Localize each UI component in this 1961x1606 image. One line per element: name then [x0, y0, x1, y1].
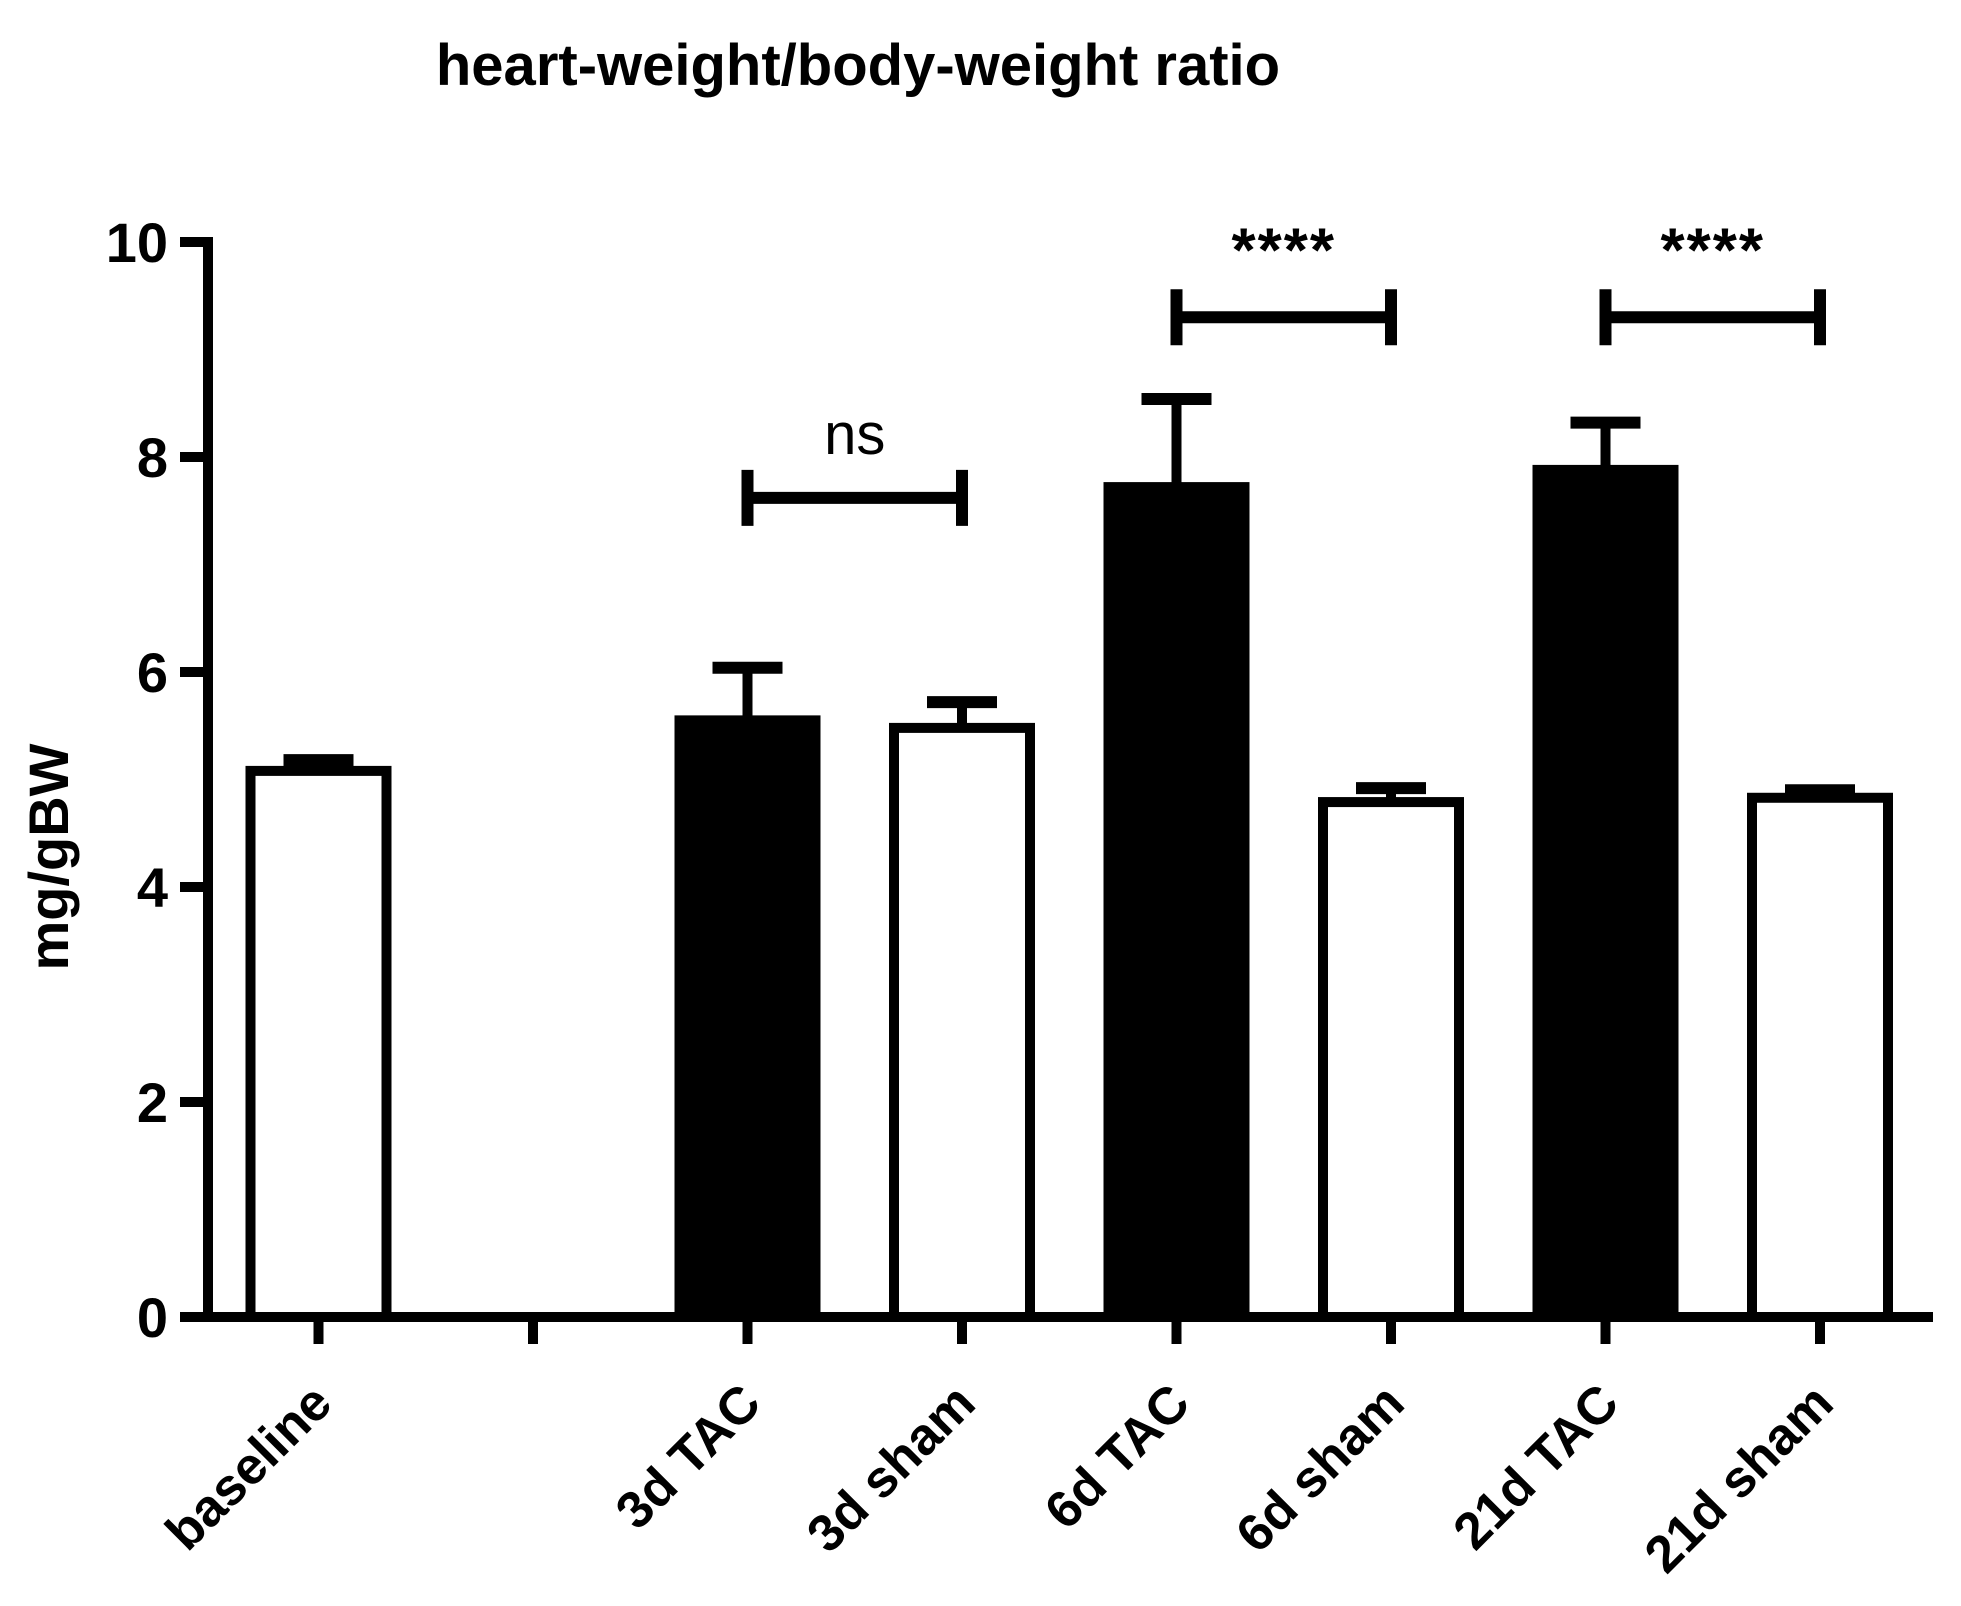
bar-6d-TAC [1103, 482, 1250, 1323]
chart-title: heart-weight/body-weight ratio [436, 33, 1280, 98]
y-tick-label: 4 [137, 856, 168, 919]
bar-21d-sham [1747, 792, 1893, 1322]
x-tick-label: 3d sham [796, 1373, 986, 1563]
significance-label-stars: **** [1231, 216, 1336, 285]
bar-3d-TAC [674, 715, 821, 1322]
bar-3d-sham [889, 722, 1035, 1322]
x-tick-label: 3d TAC [605, 1373, 772, 1540]
bar-6d-sham [1318, 797, 1464, 1322]
y-tick-label: 10 [106, 211, 168, 274]
significance-label-stars: **** [1660, 216, 1765, 285]
y-tick-label: 2 [137, 1071, 168, 1134]
y-tick-label: 0 [137, 1286, 168, 1349]
x-tick-label: 6d TAC [1034, 1373, 1201, 1540]
y-tick-label: 8 [137, 426, 168, 489]
significance-label-ns: ns [824, 402, 885, 467]
plot-area: 0 2 4 6 8 10 baseline 3d TAC 3d sham 6d TAC 6d sha… [106, 211, 1933, 1584]
x-tick-label: 21d TAC [1443, 1373, 1630, 1560]
bar-21d-TAC [1532, 464, 1679, 1322]
x-tick-label: baseline [155, 1373, 343, 1561]
y-tick-label: 6 [137, 641, 168, 704]
y-axis-label: mg/gBW [17, 743, 80, 970]
bar-baseline [245, 765, 392, 1322]
x-tick-label: 6d sham [1225, 1373, 1415, 1563]
x-tick-label: 21d sham [1634, 1373, 1845, 1584]
